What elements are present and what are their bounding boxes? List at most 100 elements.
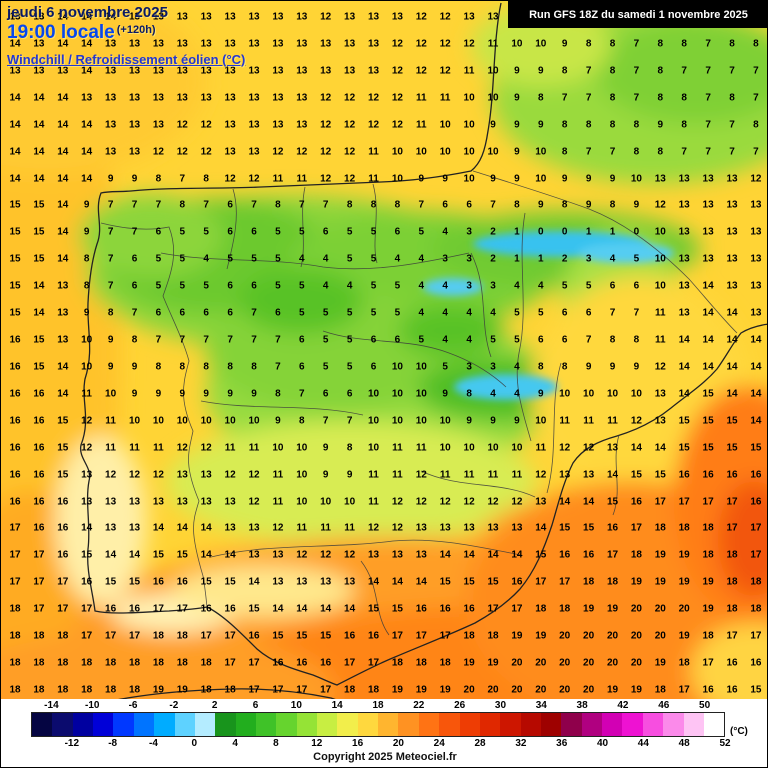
grid-value: 6 (370, 361, 377, 373)
grid-value: 16 (9, 469, 21, 481)
scale-swatch (642, 713, 664, 736)
grid-value: 12 (200, 119, 212, 131)
grid-value: 10 (367, 388, 380, 400)
grid-value: 19 (630, 576, 642, 588)
grid-value: 7 (251, 199, 257, 211)
grid-value: 13 (726, 226, 738, 238)
grid-value: 9 (83, 307, 90, 319)
temperature-region-blobs (1, 1, 767, 701)
grid-value: 14 (57, 119, 69, 131)
grid-value: 15 (630, 469, 642, 481)
scale-swatch (602, 713, 623, 736)
grid-value: 11 (224, 442, 236, 454)
scale-swatch (154, 713, 175, 736)
grid-value: 18 (678, 657, 690, 669)
grid-value: 17 (57, 576, 69, 588)
grid-value: 7 (561, 92, 568, 104)
scale-label: 10 (290, 700, 302, 711)
grid-value: 10 (487, 442, 499, 454)
grid-value: 8 (275, 199, 281, 211)
grid-value: 17 (702, 496, 714, 508)
grid-value: 3 (442, 253, 448, 265)
grid-value: 12 (200, 442, 212, 454)
grid-value: 5 (418, 226, 425, 238)
grid-value: 10 (391, 415, 403, 427)
grid-value: 19 (630, 684, 642, 696)
grid-value: 9 (179, 388, 186, 400)
grid-value: 14 (559, 496, 571, 508)
grid-value: 13 (248, 92, 260, 104)
grid-value: 14 (81, 146, 93, 158)
grid-value: 16 (367, 630, 380, 642)
grid-value: 10 (391, 361, 403, 373)
grid-value: 13 (750, 226, 762, 238)
grid-value: 9 (514, 92, 520, 104)
grid-value: 20 (487, 684, 499, 696)
grid-value: 9 (585, 199, 592, 211)
grid-value: 14 (9, 38, 21, 50)
grid-value: 13 (9, 65, 21, 77)
grid-value: 16 (9, 496, 21, 508)
grid-value: 11 (368, 469, 379, 481)
grid-value: 12 (630, 415, 642, 427)
grid-value: 14 (33, 119, 45, 131)
grid-value: 16 (630, 496, 642, 508)
scale-label: 44 (637, 738, 649, 749)
grid-value: 10 (391, 146, 403, 158)
grid-value: 8 (753, 38, 759, 50)
grid-value: 14 (487, 549, 499, 561)
grid-value: 7 (203, 334, 209, 346)
grid-value: 8 (657, 65, 664, 77)
grid-value: 16 (463, 603, 475, 615)
grid-value: 15 (463, 576, 475, 588)
grid-value: 17 (750, 522, 762, 534)
grid-value: 10 (320, 496, 332, 508)
grid-value: 6 (394, 334, 401, 346)
grid-value: 9 (227, 388, 233, 400)
grid-value: 14 (463, 549, 475, 561)
grid-value: 13 (702, 199, 714, 211)
grid-value: 13 (105, 92, 117, 104)
grid-value: 15 (559, 522, 571, 534)
scale-swatch (459, 713, 480, 736)
grid-value: 14 (176, 522, 188, 534)
grid-value: 11 (320, 522, 331, 534)
grid-value: 13 (128, 119, 141, 131)
grid-value: 0 (538, 226, 544, 238)
grid-value: 7 (490, 199, 496, 211)
grid-value: 13 (176, 92, 188, 104)
grid-value: 16 (511, 576, 523, 588)
scale-label: -4 (149, 738, 158, 749)
grid-value: 3 (585, 253, 592, 265)
grid-value: 5 (346, 253, 353, 265)
grid-value: 16 (344, 630, 356, 642)
grid-value: 15 (367, 603, 380, 615)
grid-value: 3 (490, 361, 496, 373)
grid-value: 19 (439, 684, 451, 696)
grid-value: 10 (535, 415, 547, 427)
grid-value: 12 (415, 38, 427, 50)
grid-value: 11 (368, 173, 379, 185)
grid-value: 7 (609, 146, 616, 158)
grid-value: 13 (128, 38, 141, 50)
grid-value: 14 (248, 576, 260, 588)
grid-value: 5 (299, 307, 305, 319)
grid-value: 11 (153, 442, 164, 454)
grid-value: 13 (152, 38, 164, 50)
grid-value: 15 (487, 576, 499, 588)
grid-value: 14 (105, 549, 117, 561)
grid-value: 15 (320, 630, 332, 642)
grid-value: 13 (344, 11, 356, 23)
grid-value: 20 (654, 603, 666, 615)
grid-value: 7 (633, 38, 640, 50)
grid-value: 19 (702, 576, 714, 588)
grid-value: 13 (391, 11, 403, 23)
forecast-offset-label: (+120h) (116, 24, 156, 36)
scale-swatch (500, 713, 521, 736)
grid-value: 18 (630, 549, 642, 561)
grid-value: 15 (678, 442, 690, 454)
grid-value: 14 (81, 38, 93, 50)
grid-value: 9 (538, 119, 544, 131)
grid-value: 10 (511, 38, 523, 50)
grid-value: 13 (9, 11, 21, 23)
